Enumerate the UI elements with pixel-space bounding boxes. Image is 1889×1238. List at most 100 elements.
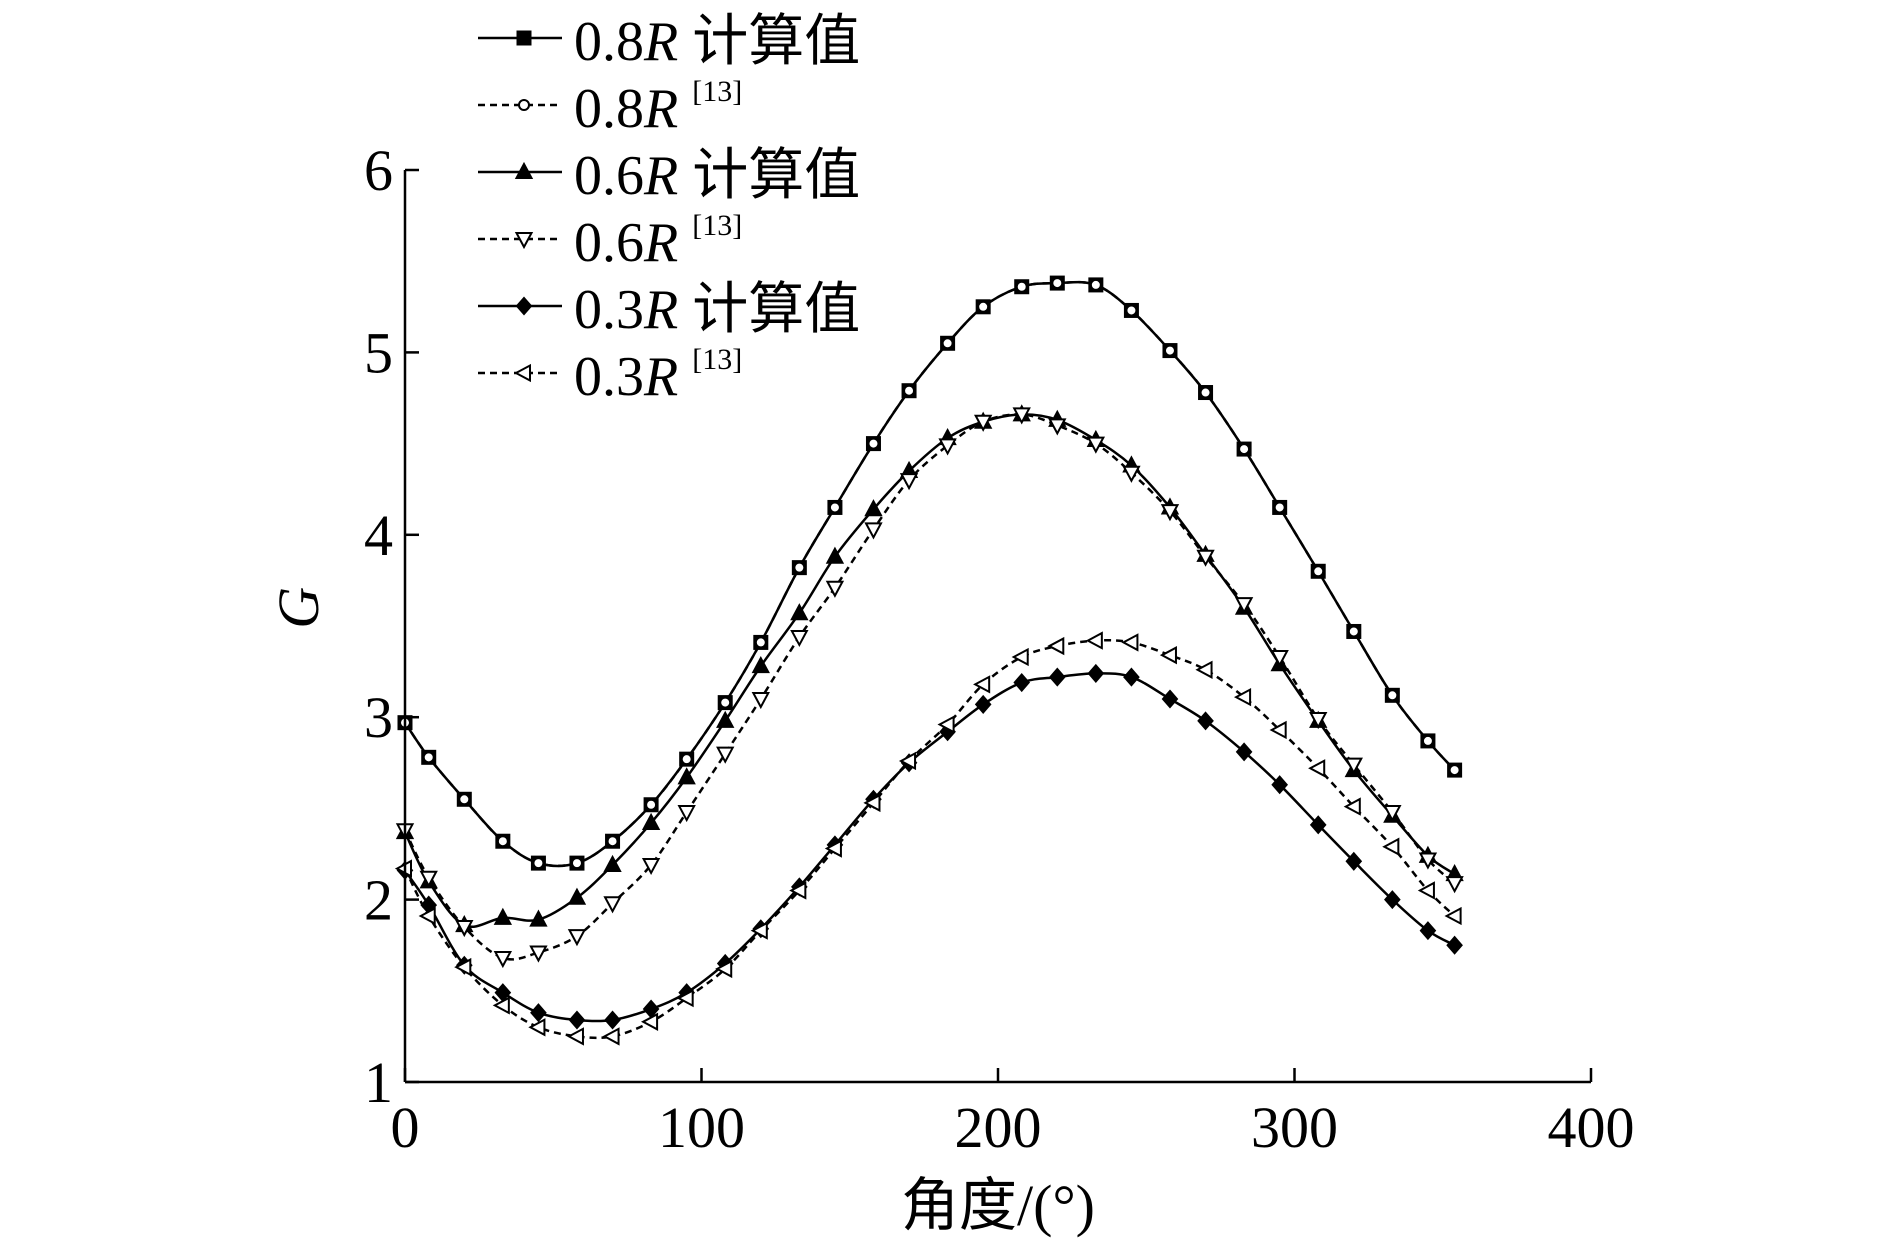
- y-tick-label: 2: [364, 868, 393, 933]
- data-point: [1196, 549, 1215, 567]
- data-point: [529, 945, 548, 963]
- legend-item: 0.6R 计算值: [478, 145, 860, 207]
- data-point: [1345, 851, 1363, 871]
- data-point: [898, 751, 917, 771]
- data-point: [1195, 660, 1213, 679]
- data-point: [1273, 501, 1286, 514]
- data-point: [567, 929, 587, 947]
- data-point: [645, 798, 658, 811]
- data-point: [641, 857, 661, 876]
- data-point: [715, 959, 733, 979]
- data-point: [419, 870, 438, 888]
- data-point: [899, 473, 919, 491]
- data-point: [1386, 689, 1399, 702]
- data-point: [493, 950, 513, 969]
- data-point: [1235, 742, 1253, 762]
- data-point: [570, 857, 583, 870]
- data-point: [864, 499, 883, 517]
- data-point: [1308, 759, 1326, 778]
- data-point: [529, 909, 548, 927]
- data-point: [493, 907, 513, 925]
- data-point: [677, 767, 696, 785]
- legend-item: 0.3R [13]: [478, 343, 742, 408]
- data-point: [680, 753, 693, 766]
- data-point: [1271, 775, 1289, 795]
- data-point: [1012, 407, 1031, 425]
- data-point: [566, 1027, 584, 1046]
- data-point: [1417, 881, 1435, 900]
- data-point: [1160, 504, 1180, 522]
- data-point: [824, 839, 842, 858]
- legend-item: 0.8R 计算值: [478, 11, 860, 73]
- data-point: [1121, 633, 1139, 652]
- y-tick-label: 4: [364, 503, 393, 568]
- axes: 0 100 200 300 400 1 2 3 4 5 6: [364, 138, 1635, 1160]
- legend-item: 0.3R 计算值: [478, 279, 860, 341]
- legend-label: 0.6R 计算值: [574, 145, 860, 207]
- legend-label: 0.8R 计算值: [574, 11, 860, 73]
- data-point: [454, 957, 472, 977]
- data-point: [528, 1018, 546, 1037]
- legend-label: 0.3R [13]: [574, 343, 742, 408]
- x-tick-label: 100: [658, 1095, 745, 1160]
- data-point: [1047, 636, 1065, 656]
- data-point: [719, 696, 732, 709]
- data-point: [640, 1012, 659, 1031]
- series-line-1: [403, 280, 1456, 868]
- data-point: [825, 580, 845, 598]
- data-point: [603, 854, 622, 872]
- y-tick-label: 3: [364, 685, 393, 750]
- data-point: [867, 437, 880, 450]
- data-point: [1269, 720, 1287, 740]
- data-point: [1444, 906, 1462, 926]
- x-tick-label: 0: [391, 1095, 420, 1160]
- y-tick-label: 5: [364, 320, 393, 385]
- data-point: [455, 919, 474, 938]
- x-axis-title: 角度/(°): [901, 1173, 1095, 1238]
- x-tick-label: 400: [1548, 1095, 1635, 1160]
- data-point: [789, 881, 807, 900]
- series-4: [395, 407, 1464, 969]
- data-point: [1011, 647, 1029, 667]
- series-layer: [394, 275, 1464, 1046]
- y-tick-label: 6: [364, 138, 393, 203]
- data-point: [716, 746, 735, 764]
- data-point: [1197, 711, 1214, 731]
- data-point: [1015, 280, 1028, 293]
- data-point: [716, 710, 735, 728]
- data-point: [1048, 667, 1066, 687]
- legend-marker: [514, 232, 534, 250]
- data-point: [1343, 797, 1361, 816]
- data-point: [1384, 890, 1401, 910]
- x-tick-label: 300: [1251, 1095, 1338, 1160]
- data-point: [941, 337, 954, 350]
- series-3: [395, 404, 1464, 933]
- series-line-4: [403, 413, 1456, 961]
- data-point: [1123, 667, 1140, 687]
- data-point: [1448, 764, 1461, 777]
- legend-label: 0.6R [13]: [574, 209, 742, 274]
- data-point: [750, 921, 768, 940]
- data-point: [677, 805, 696, 823]
- data-point: [1382, 837, 1400, 856]
- data-point: [530, 1003, 547, 1023]
- data-point: [603, 896, 622, 914]
- data-point: [1234, 597, 1254, 615]
- legend-label: 0.8R [13]: [574, 75, 742, 140]
- data-point: [1163, 344, 1176, 357]
- data-point: [1344, 757, 1363, 775]
- data-point: [1051, 277, 1064, 290]
- data-point: [418, 906, 436, 926]
- legend-marker: [518, 99, 530, 111]
- series-line-3: [403, 413, 1456, 928]
- data-point: [973, 675, 991, 694]
- y-tick-label: 1: [364, 1050, 393, 1115]
- legend-marker: [515, 296, 533, 316]
- data-point: [602, 1027, 620, 1046]
- data-point: [1199, 386, 1212, 399]
- y-axis-title: G: [266, 587, 331, 629]
- x-tick-label: 200: [955, 1095, 1042, 1160]
- data-point: [863, 793, 881, 813]
- data-point: [1159, 646, 1177, 665]
